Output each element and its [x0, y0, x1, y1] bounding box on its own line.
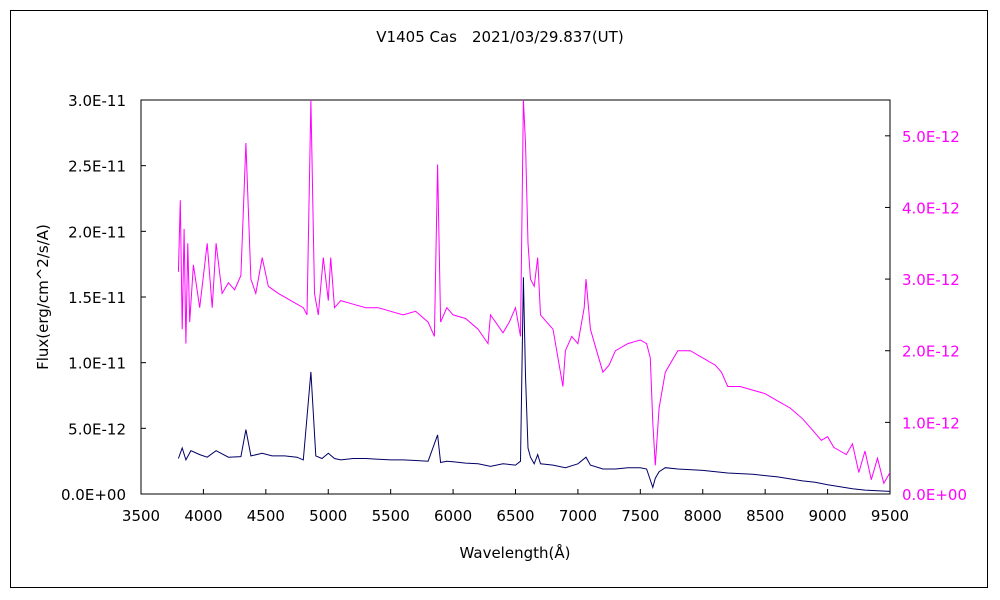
y-axis-label: Flux(erg/cm^2/s/A) [34, 224, 52, 370]
x-axis-label: Wavelength(Å) [460, 543, 571, 562]
x-tick-label: 4500 [247, 507, 285, 525]
chart-title: V1405 Cas 2021/03/29.837(UT) [376, 28, 623, 46]
left-y-tick-label: 3.0E-11 [68, 92, 126, 110]
x-tick-label: 9000 [808, 507, 846, 525]
right-y-tick-label: 0.0E+00 [902, 486, 967, 504]
right-y-tick-label: 2.0E-12 [902, 343, 960, 361]
right-y-tick-label: 1.0E-12 [902, 414, 960, 432]
x-tick-label: 4000 [184, 507, 222, 525]
x-tick-label: 6500 [496, 507, 534, 525]
x-axis-ticks: 3500 4000 4500 5000 5500 6000 6500 7000 7500 8000… [122, 489, 909, 525]
left-y-axis-ticks: 0.0E+00 5.0E-12 1.0E-11 1.5E-11 2.0E-11 2.5E-… [61, 92, 146, 504]
spectrum-line-navy [177, 277, 890, 492]
series-group [177, 100, 890, 492]
left-y-tick-label: 1.0E-11 [68, 355, 126, 373]
left-y-tick-label: 0.0E+00 [61, 486, 126, 504]
left-y-tick-label: 2.0E-11 [68, 223, 126, 241]
right-y-tick-label: 4.0E-12 [902, 199, 960, 217]
spectrum-line-magenta [177, 100, 890, 485]
x-tick-label: 6000 [434, 507, 472, 525]
x-tick-label: 9500 [871, 507, 909, 525]
x-tick-label: 5000 [309, 507, 347, 525]
x-tick-label: 5500 [372, 507, 410, 525]
x-tick-label: 7500 [621, 507, 659, 525]
x-tick-label: 8500 [746, 507, 784, 525]
left-y-tick-label: 5.0E-12 [68, 420, 126, 438]
left-y-tick-label: 2.5E-11 [68, 158, 126, 176]
x-tick-label: 7000 [559, 507, 597, 525]
left-y-tick-label: 1.5E-11 [68, 289, 126, 307]
right-y-tick-label: 3.0E-12 [902, 271, 960, 289]
right-y-tick-label: 5.0E-12 [902, 128, 960, 146]
right-y-axis-ticks: 0.0E+00 1.0E-12 2.0E-12 3.0E-12 4.0E-12 5.0E-… [885, 128, 967, 504]
plot-area [140, 99, 891, 495]
x-tick-label: 3500 [122, 507, 160, 525]
chart-frame [10, 10, 988, 588]
x-tick-label: 8000 [684, 507, 722, 525]
